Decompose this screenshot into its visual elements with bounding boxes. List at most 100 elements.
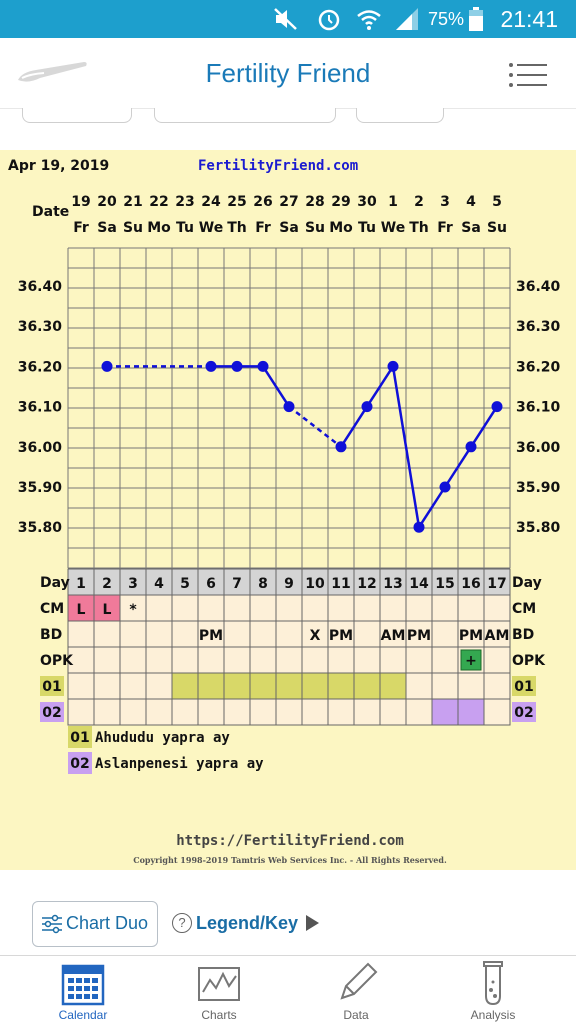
table-cell-cm: [301, 594, 329, 622]
temperature-series: [101, 360, 503, 533]
table-cell-day: [483, 568, 511, 596]
table-cell-r01: [483, 672, 511, 700]
cycle-day: 6: [206, 576, 216, 592]
cm-value: L: [77, 602, 86, 618]
y-tick-right: 36.10: [516, 400, 561, 416]
data-point: [205, 360, 217, 372]
data-point: [465, 441, 477, 453]
weekday-label: Sa: [97, 220, 117, 236]
row-label-left: BD: [40, 627, 62, 643]
cycle-day: 3: [128, 576, 138, 592]
row-code-right-text: 02: [514, 705, 533, 721]
cycle-day: 4: [154, 576, 164, 592]
cycle-day: 11: [331, 576, 350, 592]
temperature-grid: [67, 247, 511, 569]
table-cell-cm: [67, 594, 95, 622]
table-cell-opk: [223, 646, 251, 674]
nav-data[interactable]: Data: [284, 956, 428, 1025]
menu-icon[interactable]: [508, 62, 548, 88]
clock: 21:41: [500, 6, 558, 32]
data-point: [439, 481, 451, 493]
y-tick-right: 35.80: [516, 520, 561, 536]
date-label: 20: [97, 194, 117, 210]
cycle-day: 5: [180, 576, 190, 592]
table-cell-cm: [249, 594, 277, 622]
table-cell-day: [327, 568, 355, 596]
chart-duo-label: Chart Duo: [66, 913, 149, 933]
cm-value: *: [129, 602, 137, 618]
data-table: 1 2 3 4 5 6 7 8 9 10 11 12 13 14 15 16 17L L *PM X PM AM PM PM A…: [40, 568, 546, 726]
weekday-label: Th: [409, 220, 429, 236]
table-cell-cm: [483, 594, 511, 622]
weekday-label: Sa: [279, 220, 299, 236]
data-point: [283, 401, 295, 413]
table-cell-bd: [145, 620, 173, 648]
signal-icon: [396, 8, 418, 30]
row-code-left-01: [40, 676, 64, 696]
row-label-right: OPK: [512, 653, 546, 669]
nav-analysis[interactable]: Analysis: [421, 956, 565, 1025]
table-cell-opk: [353, 646, 381, 674]
table-cell-bd: [171, 620, 199, 648]
table-cell-r01: [145, 672, 173, 700]
row-label-left: CM: [40, 601, 64, 617]
toolbar-stub-middle[interactable]: [154, 108, 336, 123]
table-cell-bd: [275, 620, 303, 648]
wifi-icon: [357, 10, 381, 30]
table-cell-opk: [483, 646, 511, 674]
table-cell-opk: [119, 646, 147, 674]
date-label: 19: [71, 194, 90, 210]
chart-duo-button[interactable]: Chart Duo: [32, 901, 158, 947]
table-cell-opk: [197, 646, 225, 674]
calendar-icon: [61, 964, 105, 1006]
table-cell-opk: [301, 646, 329, 674]
table-cell-bd: [483, 620, 511, 648]
data-point: [387, 360, 399, 372]
series-segment: [469, 405, 499, 448]
table-cell-r02: [93, 698, 121, 726]
table-cell-cm: [145, 594, 173, 622]
series-segment: [417, 486, 447, 528]
date-label: 3: [440, 194, 450, 210]
y-tick-left: 36.00: [18, 440, 63, 456]
legend-text: Ahududu yapra ay: [95, 730, 230, 746]
cycle-day: 7: [232, 576, 242, 592]
table-cell-r02: [223, 698, 251, 726]
weekday-label: Su: [305, 220, 325, 236]
table-cell-r02: [197, 698, 225, 726]
series-segment: [261, 365, 291, 408]
app-bar: Fertility Friend: [0, 38, 576, 109]
nav-calendar[interactable]: Calendar: [11, 956, 155, 1025]
cycle-day: 15: [435, 576, 454, 592]
weekday-label: Th: [227, 220, 247, 236]
toolbar-stub-left[interactable]: [22, 108, 132, 123]
table-cell-r02: [275, 698, 303, 726]
date-label: 5: [492, 194, 502, 210]
row-label-left: OPK: [40, 653, 74, 669]
bd-value: AM: [485, 628, 510, 644]
weekday-label: Mo: [147, 220, 171, 236]
row-label-right: CM: [512, 601, 536, 617]
row-code-left-text: 02: [42, 705, 61, 721]
opk-value: +: [465, 653, 477, 669]
date-label: 24: [201, 194, 221, 210]
table-cell-r02: [353, 698, 381, 726]
legend-swatch-01: [68, 726, 92, 748]
table-cell-cm: [197, 594, 225, 622]
table-cell-cm: [457, 594, 485, 622]
table-cell-bd: [353, 620, 381, 648]
table-cell-opk: [379, 646, 407, 674]
y-tick-left: 35.90: [18, 480, 63, 496]
table-cell-r01: [431, 672, 459, 700]
table-cell-opk: [405, 646, 433, 674]
chart-site: FertilityFriend.com: [198, 158, 358, 174]
table-cell-r01: [301, 672, 329, 700]
table-cell-cm: [379, 594, 407, 622]
row-label-left: Day: [40, 575, 70, 591]
table-cell-r02: [457, 698, 485, 726]
table-cell-r02: [301, 698, 329, 726]
nav-charts[interactable]: Charts: [147, 956, 291, 1025]
toolbar-stub-right[interactable]: [356, 108, 444, 123]
table-cell-opk: [431, 646, 459, 674]
battery-icon: [469, 7, 483, 31]
